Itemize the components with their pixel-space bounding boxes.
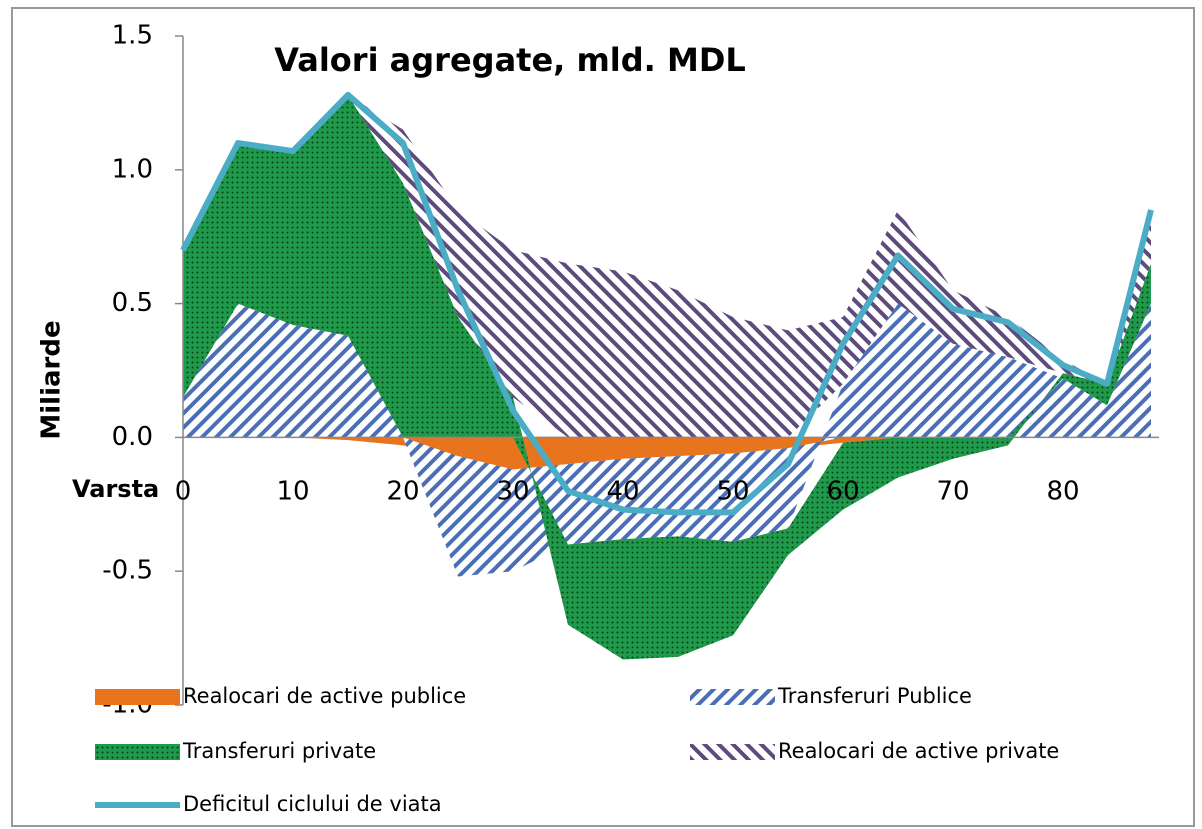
- legend-item: Deficitul ciclului de viata: [95, 792, 442, 816]
- x-axis-label: Varsta: [72, 475, 159, 503]
- legend-item: Transferuri Publice: [690, 684, 972, 708]
- line: [180, 91, 1154, 516]
- legend-label: Transferuri Publice: [777, 684, 972, 708]
- legend-item: Realocari de active publice: [95, 684, 466, 708]
- x-tick-label: 50: [716, 477, 749, 507]
- y-tick-label: -0.5: [102, 556, 153, 586]
- x-tick-label: 10: [276, 477, 309, 507]
- x-tick-label: 80: [1046, 477, 1079, 507]
- area: [183, 94, 1151, 438]
- frame: [11, 7, 1195, 827]
- x-tick-label: 30: [496, 477, 529, 507]
- legend-swatch: [95, 744, 180, 760]
- legend-item: Transferuri private: [95, 739, 376, 763]
- legend-label: Deficitul ciclului de viata: [183, 792, 442, 816]
- y-tick-label: 0.0: [112, 422, 153, 452]
- x-tick-label: 0: [175, 477, 192, 507]
- legend-label: Realocari de active publice: [183, 684, 466, 708]
- x-tick-label: 40: [606, 477, 639, 507]
- y-tick-label: 0.5: [112, 288, 153, 318]
- area: [183, 303, 1151, 577]
- legend-label: Realocari de active private: [778, 739, 1059, 763]
- x-tick-label: 70: [936, 477, 969, 507]
- legend-label: Transferuri private: [182, 739, 376, 763]
- x-tick-label: 60: [826, 477, 859, 507]
- y-axis-label: Miliarde: [37, 320, 67, 439]
- chart-title: Valori agregate, mld. MDL: [274, 41, 746, 79]
- x-tick-label: 20: [386, 477, 419, 507]
- y-tick-label: 1.5: [112, 21, 153, 51]
- legend-item: Realocari de active private: [690, 739, 1059, 763]
- legend-swatch: [690, 744, 775, 760]
- legend-swatch: [95, 689, 180, 705]
- legend-swatch: [690, 689, 775, 705]
- y-tick-label: 1.0: [112, 154, 153, 184]
